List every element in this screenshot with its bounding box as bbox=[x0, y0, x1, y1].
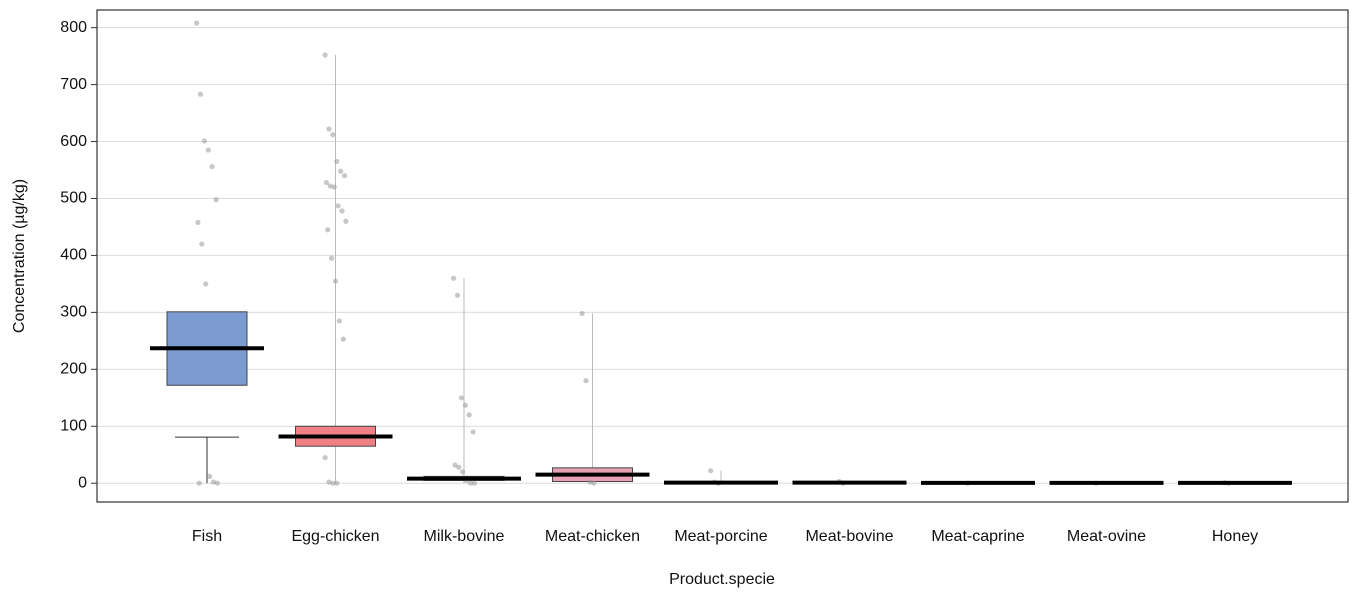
x-tick-label: Meat-ovine bbox=[1067, 528, 1146, 545]
data-point bbox=[343, 218, 349, 224]
data-point bbox=[583, 378, 589, 384]
data-point bbox=[323, 179, 329, 186]
data-point bbox=[334, 158, 340, 165]
x-tick-label: Meat-chicken bbox=[545, 528, 640, 545]
data-point bbox=[332, 278, 339, 284]
data-point bbox=[196, 480, 202, 486]
data-point bbox=[327, 183, 333, 189]
data-point bbox=[209, 163, 215, 170]
data-point bbox=[326, 126, 332, 132]
data-point bbox=[454, 292, 461, 298]
data-point bbox=[335, 203, 341, 209]
data-point bbox=[460, 469, 466, 475]
data-point bbox=[195, 219, 201, 226]
x-tick-label: Egg-chicken bbox=[291, 528, 379, 545]
y-tick-label: 800 bbox=[60, 19, 87, 36]
y-tick-label: 0 bbox=[78, 474, 87, 491]
data-point bbox=[340, 336, 346, 342]
data-point bbox=[197, 91, 204, 97]
data-point bbox=[579, 310, 585, 317]
data-point bbox=[205, 147, 211, 153]
data-point bbox=[322, 454, 328, 461]
data-point bbox=[462, 402, 468, 408]
data-point bbox=[458, 395, 464, 401]
y-tick-label: 400 bbox=[60, 247, 87, 264]
x-tick-label: Honey bbox=[1212, 528, 1258, 545]
data-point bbox=[330, 480, 336, 486]
x-axis-title: Product.specie bbox=[669, 571, 775, 588]
data-point bbox=[470, 429, 476, 435]
data-point bbox=[213, 197, 219, 203]
data-point bbox=[451, 275, 457, 281]
data-point bbox=[331, 184, 337, 190]
data-point bbox=[467, 480, 474, 486]
y-tick-label: 100 bbox=[60, 417, 87, 434]
y-tick-label: 500 bbox=[60, 190, 87, 207]
data-point bbox=[471, 480, 477, 486]
data-point bbox=[194, 20, 200, 26]
data-point bbox=[339, 208, 345, 214]
x-tick-label: Meat-bovine bbox=[805, 528, 893, 545]
y-tick-label: 600 bbox=[60, 133, 87, 150]
y-axis-title: Concentration (µg/kg) bbox=[11, 179, 28, 333]
data-point bbox=[203, 281, 209, 287]
data-point bbox=[326, 479, 332, 485]
x-tick-label: Meat-porcine bbox=[674, 528, 767, 545]
data-point bbox=[466, 412, 472, 418]
data-point bbox=[199, 241, 205, 247]
y-tick-label: 700 bbox=[60, 76, 87, 93]
data-point bbox=[201, 138, 207, 144]
x-tick-label: Meat-caprine bbox=[931, 528, 1024, 545]
data-point bbox=[338, 168, 344, 174]
y-tick-label: 200 bbox=[60, 361, 87, 378]
y-tick-label: 300 bbox=[60, 304, 87, 321]
data-point bbox=[214, 480, 220, 486]
data-point bbox=[456, 464, 462, 470]
data-point bbox=[210, 479, 217, 485]
data-point bbox=[587, 479, 593, 485]
data-point bbox=[591, 480, 597, 486]
data-point bbox=[322, 52, 328, 58]
data-point bbox=[329, 255, 335, 261]
x-tick-label: Fish bbox=[192, 528, 222, 545]
plot-frame bbox=[96, 9, 1349, 503]
data-point bbox=[330, 132, 336, 138]
data-point bbox=[342, 173, 348, 179]
data-point bbox=[336, 318, 342, 324]
data-point bbox=[334, 480, 340, 486]
data-point bbox=[325, 227, 331, 233]
data-point bbox=[207, 473, 213, 479]
data-point bbox=[452, 462, 458, 468]
x-tick-label: Milk-bovine bbox=[424, 528, 505, 545]
data-point bbox=[708, 468, 714, 474]
